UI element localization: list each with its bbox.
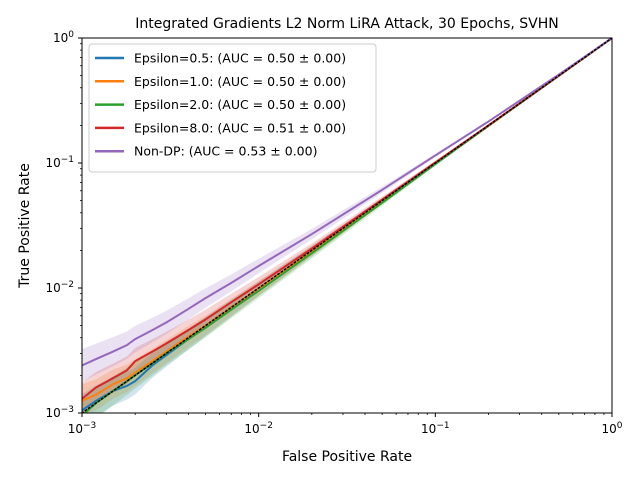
legend-label-3: Epsilon=2.0: (AUC = 0.50 ± 0.00) <box>134 97 346 112</box>
axes-frame <box>81 37 613 414</box>
legend: Epsilon=0.5: (AUC = 0.50 ± 0.00) Epsilon=… <box>88 43 377 173</box>
x-axis: 10−3 10−2 10−1 100 <box>68 413 623 436</box>
x-tick-label: 10−3 <box>68 421 97 436</box>
legend-label-2: Epsilon=1.0: (AUC = 0.50 ± 0.00) <box>134 74 346 89</box>
y-tick-label: 100 <box>53 30 74 45</box>
plot-area <box>82 38 612 413</box>
y-axis-label: True Positive Rate <box>17 163 33 289</box>
series-band-5 <box>82 38 612 382</box>
x-tick-label: 10−2 <box>244 421 273 436</box>
legend-label-4: Epsilon=8.0: (AUC = 0.51 ± 0.00) <box>134 120 346 135</box>
x-axis-label: False Positive Rate <box>282 449 412 465</box>
legend-label-5: Non-DP: (AUC = 0.53 ± 0.00) <box>134 144 317 159</box>
y-axis: 10−3 10−2 10−1 100 <box>45 30 82 420</box>
x-tick-label: 10−1 <box>421 421 450 436</box>
legend-box <box>88 43 377 173</box>
series-line-4 <box>82 38 612 400</box>
reference-diagonal <box>82 38 612 413</box>
y-tick-label: 10−3 <box>45 405 74 420</box>
series-line-5 <box>82 38 612 367</box>
x-tick-label: 100 <box>601 421 622 436</box>
y-tick-label: 10−2 <box>45 280 74 295</box>
y-tick-label: 10−1 <box>45 155 74 170</box>
legend-label-1: Epsilon=0.5: (AUC = 0.50 ± 0.00) <box>134 51 346 66</box>
chart-title: Integrated Gradients L2 Norm LiRA Attack… <box>135 16 559 32</box>
